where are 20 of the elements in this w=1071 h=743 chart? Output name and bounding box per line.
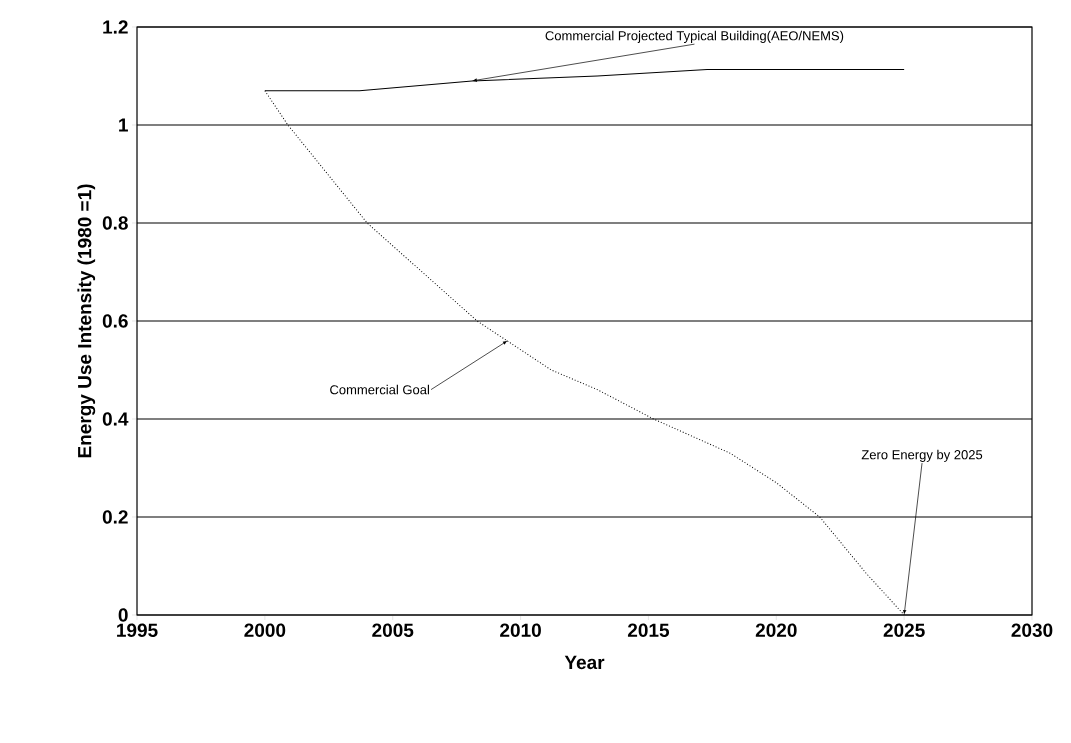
x-tick-label: 2015: [627, 623, 670, 637]
annotation: Commercial Projected Typical Building(AEO/NEMS): [545, 30, 844, 43]
x-tick-label: 2005: [372, 623, 414, 637]
y-tick-label: 0.4: [102, 412, 129, 426]
y-tick-label: 1: [119, 118, 128, 132]
annotation: Commercial Goal: [330, 384, 429, 395]
y-tick-label: 0.8: [102, 216, 128, 230]
y-tick-label: 0.6: [102, 314, 128, 328]
x-tick-label: 2030: [1011, 623, 1053, 637]
y-tick-label: 0.2: [102, 510, 128, 524]
x-tick-label: 1995: [117, 623, 158, 637]
y-tick-label: 0: [118, 608, 128, 622]
annotation: Zero Energy by 2025: [861, 449, 983, 462]
x-tick-label: 2025: [883, 623, 925, 637]
y-tick-label: 1.2: [103, 20, 128, 34]
x-tick-label: 2020: [755, 623, 797, 637]
x-axis-title: Year: [564, 655, 605, 670]
x-tick-label: 2010: [500, 623, 541, 637]
x-tick-label: 2000: [244, 623, 286, 637]
y-axis-title: Energy Use Intensity (1980 =1): [77, 184, 96, 458]
